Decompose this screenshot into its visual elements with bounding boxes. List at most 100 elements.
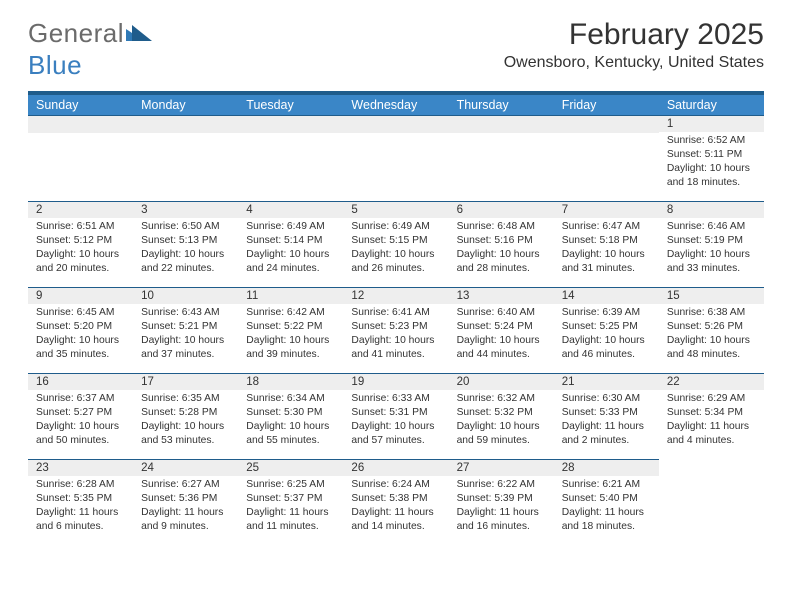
day-number: 20: [449, 373, 554, 390]
day-details: Sunrise: 6:46 AMSunset: 5:19 PMDaylight:…: [659, 218, 764, 282]
calendar-cell: 12Sunrise: 6:41 AMSunset: 5:23 PMDayligh…: [343, 287, 448, 373]
day-details: Sunrise: 6:52 AMSunset: 5:11 PMDaylight:…: [659, 132, 764, 196]
weekday-header: Friday: [554, 95, 659, 115]
sunset-text: Sunset: 5:40 PM: [562, 492, 651, 506]
sunrise-text: Sunrise: 6:32 AM: [457, 392, 546, 406]
sunrise-text: Sunrise: 6:22 AM: [457, 478, 546, 492]
day-number: 12: [343, 287, 448, 304]
month-title: February 2025: [504, 18, 764, 52]
sunset-text: Sunset: 5:36 PM: [141, 492, 230, 506]
day-number: 4: [238, 201, 343, 218]
sunrise-text: Sunrise: 6:27 AM: [141, 478, 230, 492]
sunrise-text: Sunrise: 6:37 AM: [36, 392, 125, 406]
sunrise-text: Sunrise: 6:52 AM: [667, 134, 756, 148]
sunset-text: Sunset: 5:13 PM: [141, 234, 230, 248]
sunset-text: Sunset: 5:38 PM: [351, 492, 440, 506]
calendar-body: 1Sunrise: 6:52 AMSunset: 5:11 PMDaylight…: [28, 115, 764, 545]
sunset-text: Sunset: 5:28 PM: [141, 406, 230, 420]
daylight-text: Daylight: 10 hours and 31 minutes.: [562, 248, 651, 276]
title-block: February 2025 Owensboro, Kentucky, Unite…: [504, 18, 764, 72]
calendar-cell: 10Sunrise: 6:43 AMSunset: 5:21 PMDayligh…: [133, 287, 238, 373]
day-details: Sunrise: 6:35 AMSunset: 5:28 PMDaylight:…: [133, 390, 238, 454]
calendar-cell-empty: [28, 115, 133, 201]
day-details: Sunrise: 6:43 AMSunset: 5:21 PMDaylight:…: [133, 304, 238, 368]
day-number: 3: [133, 201, 238, 218]
calendar-cell-empty: [133, 115, 238, 201]
daylight-text: Daylight: 10 hours and 20 minutes.: [36, 248, 125, 276]
day-number: [449, 115, 554, 133]
daylight-text: Daylight: 10 hours and 55 minutes.: [246, 420, 335, 448]
calendar-cell: 7Sunrise: 6:47 AMSunset: 5:18 PMDaylight…: [554, 201, 659, 287]
daylight-text: Daylight: 10 hours and 37 minutes.: [141, 334, 230, 362]
day-number: 26: [343, 459, 448, 476]
day-details: Sunrise: 6:28 AMSunset: 5:35 PMDaylight:…: [28, 476, 133, 540]
sunrise-text: Sunrise: 6:47 AM: [562, 220, 651, 234]
daylight-text: Daylight: 10 hours and 53 minutes.: [141, 420, 230, 448]
weekday-header: Wednesday: [343, 95, 448, 115]
daylight-text: Daylight: 11 hours and 11 minutes.: [246, 506, 335, 534]
weekday-header: Tuesday: [238, 95, 343, 115]
daylight-text: Daylight: 10 hours and 39 minutes.: [246, 334, 335, 362]
day-number: 5: [343, 201, 448, 218]
daylight-text: Daylight: 10 hours and 24 minutes.: [246, 248, 335, 276]
sunrise-text: Sunrise: 6:45 AM: [36, 306, 125, 320]
sunset-text: Sunset: 5:30 PM: [246, 406, 335, 420]
sunrise-text: Sunrise: 6:49 AM: [351, 220, 440, 234]
day-number: 9: [28, 287, 133, 304]
day-number: [238, 115, 343, 133]
calendar-cell: 28Sunrise: 6:21 AMSunset: 5:40 PMDayligh…: [554, 459, 659, 545]
day-number: 25: [238, 459, 343, 476]
sunrise-text: Sunrise: 6:48 AM: [457, 220, 546, 234]
day-number: 21: [554, 373, 659, 390]
calendar-cell: 4Sunrise: 6:49 AMSunset: 5:14 PMDaylight…: [238, 201, 343, 287]
location-label: Owensboro, Kentucky, United States: [504, 54, 764, 72]
sunset-text: Sunset: 5:18 PM: [562, 234, 651, 248]
calendar-cell: 23Sunrise: 6:28 AMSunset: 5:35 PMDayligh…: [28, 459, 133, 545]
brand-word-1: General: [28, 18, 124, 49]
day-number: 11: [238, 287, 343, 304]
sunset-text: Sunset: 5:33 PM: [562, 406, 651, 420]
day-details: Sunrise: 6:24 AMSunset: 5:38 PMDaylight:…: [343, 476, 448, 540]
weekday-header: Thursday: [449, 95, 554, 115]
daylight-text: Daylight: 10 hours and 57 minutes.: [351, 420, 440, 448]
calendar-cell: 13Sunrise: 6:40 AMSunset: 5:24 PMDayligh…: [449, 287, 554, 373]
sunset-text: Sunset: 5:21 PM: [141, 320, 230, 334]
day-number: 14: [554, 287, 659, 304]
daylight-text: Daylight: 11 hours and 14 minutes.: [351, 506, 440, 534]
day-details: Sunrise: 6:50 AMSunset: 5:13 PMDaylight:…: [133, 218, 238, 282]
sunset-text: Sunset: 5:26 PM: [667, 320, 756, 334]
day-details: Sunrise: 6:42 AMSunset: 5:22 PMDaylight:…: [238, 304, 343, 368]
calendar-cell: 18Sunrise: 6:34 AMSunset: 5:30 PMDayligh…: [238, 373, 343, 459]
calendar-cell: 8Sunrise: 6:46 AMSunset: 5:19 PMDaylight…: [659, 201, 764, 287]
daylight-text: Daylight: 11 hours and 4 minutes.: [667, 420, 756, 448]
sunrise-text: Sunrise: 6:39 AM: [562, 306, 651, 320]
sunrise-text: Sunrise: 6:46 AM: [667, 220, 756, 234]
daylight-text: Daylight: 10 hours and 26 minutes.: [351, 248, 440, 276]
day-number: 15: [659, 287, 764, 304]
day-number: 27: [449, 459, 554, 476]
day-details: Sunrise: 6:49 AMSunset: 5:15 PMDaylight:…: [343, 218, 448, 282]
calendar-cell-empty: [449, 115, 554, 201]
day-details: Sunrise: 6:49 AMSunset: 5:14 PMDaylight:…: [238, 218, 343, 282]
daylight-text: Daylight: 10 hours and 33 minutes.: [667, 248, 756, 276]
day-number: 1: [659, 115, 764, 132]
calendar-cell: 2Sunrise: 6:51 AMSunset: 5:12 PMDaylight…: [28, 201, 133, 287]
sunrise-text: Sunrise: 6:43 AM: [141, 306, 230, 320]
weekday-header: Monday: [133, 95, 238, 115]
calendar-cell: 5Sunrise: 6:49 AMSunset: 5:15 PMDaylight…: [343, 201, 448, 287]
day-details: Sunrise: 6:33 AMSunset: 5:31 PMDaylight:…: [343, 390, 448, 454]
day-details: Sunrise: 6:45 AMSunset: 5:20 PMDaylight:…: [28, 304, 133, 368]
weekday-header: Sunday: [28, 95, 133, 115]
sunrise-text: Sunrise: 6:29 AM: [667, 392, 756, 406]
sunrise-text: Sunrise: 6:50 AM: [141, 220, 230, 234]
calendar-cell: 22Sunrise: 6:29 AMSunset: 5:34 PMDayligh…: [659, 373, 764, 459]
sunrise-text: Sunrise: 6:25 AM: [246, 478, 335, 492]
daylight-text: Daylight: 10 hours and 18 minutes.: [667, 162, 756, 190]
sunrise-text: Sunrise: 6:40 AM: [457, 306, 546, 320]
day-number: [133, 115, 238, 133]
calendar-cell: 26Sunrise: 6:24 AMSunset: 5:38 PMDayligh…: [343, 459, 448, 545]
calendar-header-row: SundayMondayTuesdayWednesdayThursdayFrid…: [28, 95, 764, 115]
daylight-text: Daylight: 11 hours and 6 minutes.: [36, 506, 125, 534]
sunset-text: Sunset: 5:32 PM: [457, 406, 546, 420]
daylight-text: Daylight: 10 hours and 50 minutes.: [36, 420, 125, 448]
